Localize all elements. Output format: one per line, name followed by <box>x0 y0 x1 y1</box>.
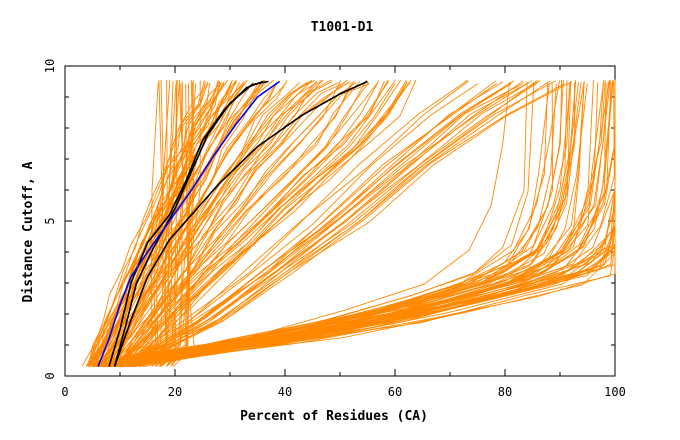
model-curve <box>128 82 582 368</box>
model-curve <box>92 83 245 367</box>
model-curve <box>125 82 538 367</box>
model-curve <box>115 81 361 367</box>
model-curve <box>89 81 209 366</box>
model-curve <box>94 82 222 367</box>
model-curve <box>114 82 352 368</box>
x-tick-label: 40 <box>278 385 292 399</box>
model-curve <box>117 82 339 367</box>
model-curve <box>106 79 322 366</box>
y-tick-label: 10 <box>43 59 57 73</box>
model-curve <box>117 80 497 367</box>
model-curve <box>81 80 205 367</box>
model-curve <box>156 79 180 367</box>
x-tick-label: 0 <box>61 385 68 399</box>
model-curve <box>111 81 333 366</box>
highlight-curve <box>113 80 269 367</box>
x-tick-label: 60 <box>388 385 402 399</box>
model-curve <box>127 80 557 368</box>
model-curve <box>115 80 541 368</box>
model-curve <box>105 83 479 368</box>
model-curve <box>102 81 308 367</box>
reference-curve <box>97 80 280 367</box>
x-axis-title: Percent of Residues (CA) <box>240 409 428 424</box>
model-curve <box>140 79 165 367</box>
model-curve <box>94 82 223 366</box>
model-curve <box>121 83 524 368</box>
y-tick-label: 0 <box>43 372 57 379</box>
chart-title: T1001-D1 <box>311 20 374 35</box>
model-curve <box>130 81 585 368</box>
tick-labels: 0 20 40 60 80 100 0 5 10 <box>43 59 626 399</box>
model-curve <box>117 82 366 367</box>
model-curve <box>101 80 313 367</box>
model-curve <box>92 83 557 366</box>
model-curve <box>103 80 315 366</box>
data-curves <box>81 79 616 368</box>
highlight-curve <box>113 80 368 367</box>
model-curve <box>109 80 318 367</box>
x-tick-label: 80 <box>498 385 512 399</box>
model-curve <box>89 81 206 366</box>
model-curve <box>99 82 259 367</box>
model-curve <box>117 82 350 367</box>
y-axis-title: Distance Cutoff, A <box>21 161 36 302</box>
model-curve <box>87 82 222 367</box>
model-curve <box>89 80 221 367</box>
x-tick-label: 100 <box>604 385 626 399</box>
axis-ticks <box>64 65 616 377</box>
model-curve <box>103 80 469 366</box>
model-curve <box>103 81 616 368</box>
y-tick-label: 5 <box>43 217 57 224</box>
model-curve <box>126 79 412 366</box>
model-curve <box>117 83 370 368</box>
model-curve <box>115 81 389 368</box>
x-tick-label: 20 <box>168 385 182 399</box>
model-curve <box>124 80 551 366</box>
model-curve <box>127 83 566 368</box>
model-curve <box>121 82 411 368</box>
